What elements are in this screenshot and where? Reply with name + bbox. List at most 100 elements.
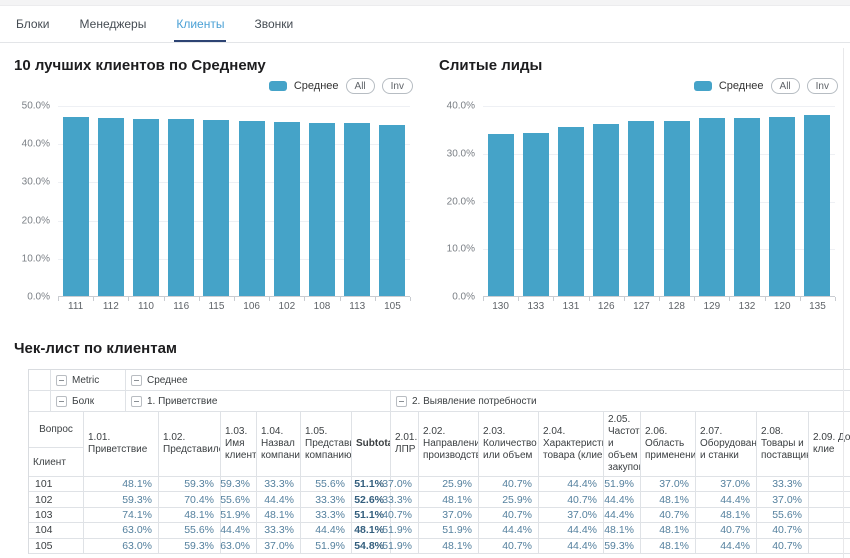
- tab-блоки[interactable]: Блоки: [16, 17, 50, 31]
- x-tick-mark: [163, 297, 165, 301]
- x-tick-mark: [374, 297, 376, 301]
- bar-131[interactable]: [558, 127, 584, 296]
- x-tick-mark: [234, 297, 235, 301]
- bar-133[interactable]: [522, 133, 549, 296]
- legend-button-inv[interactable]: Inv: [381, 78, 413, 94]
- checklist-section: Чек-лист по клиентам Metric Среднее Болк 1.…: [0, 340, 850, 554]
- x-tick-mark: [198, 297, 200, 301]
- bar-slot: [765, 116, 800, 296]
- bar-130[interactable]: [487, 133, 514, 296]
- bar-plot: 40.0% 30.0% 20.0% 10.0% 0.0%: [447, 101, 836, 303]
- x-category-label: 106: [243, 301, 260, 312]
- x-tick-mark: [729, 297, 731, 301]
- value-cell: 59.3%: [604, 538, 641, 554]
- bar-129[interactable]: [698, 118, 725, 296]
- bar-slot: [340, 123, 375, 296]
- gridline: [483, 153, 835, 155]
- collapse-icon[interactable]: [131, 374, 142, 386]
- bar-135[interactable]: [804, 115, 831, 296]
- value-cell: 54.8%: [352, 538, 391, 554]
- bar-128[interactable]: [663, 120, 690, 296]
- collapse-icon[interactable]: [131, 395, 142, 407]
- x-category-label: 110: [138, 301, 154, 312]
- x-category-label: 129: [703, 301, 721, 312]
- row-label-client: 103: [29, 507, 84, 524]
- axis-label-block: Болк: [51, 391, 126, 412]
- bar-127[interactable]: [628, 121, 655, 296]
- bar-105[interactable]: [379, 125, 406, 296]
- x-axis-labels: 111 112 110 116 115 106 102 108 113 105: [58, 301, 410, 312]
- gridline: [58, 144, 410, 146]
- bar-113[interactable]: [344, 123, 371, 296]
- value-cell: 40.7%: [641, 507, 696, 524]
- bar-slot: [128, 118, 163, 296]
- bar-slot: [58, 116, 93, 296]
- bar-102[interactable]: [273, 122, 300, 296]
- bar-slot: [93, 118, 128, 296]
- tab-клиенты[interactable]: Клиенты: [174, 6, 227, 42]
- bar-106[interactable]: [238, 121, 265, 296]
- bar-110[interactable]: [133, 118, 159, 296]
- chart-legend: Среднее All Inv: [425, 76, 850, 96]
- table-row: 102 59.3% 70.4% 55.6% 44.4% 33.3% 52.6% 33.3% 48…: [29, 492, 850, 508]
- value-cell: 59.3%: [84, 492, 159, 508]
- bar-126[interactable]: [593, 123, 620, 296]
- value-cell: 48.1%: [604, 523, 641, 539]
- scrollbar-track-line[interactable]: [843, 48, 844, 558]
- x-category-label: 135: [809, 301, 826, 312]
- group-label: 1. Приветствие: [147, 395, 218, 407]
- bar-116[interactable]: [168, 119, 195, 296]
- chart-top-clients: 10 лучших клиентов по Среднему Среднее A…: [0, 43, 425, 324]
- value-cell: 40.7%: [479, 477, 539, 493]
- legend-button-inv[interactable]: Inv: [806, 78, 838, 94]
- value-cell: 51.9%: [382, 523, 419, 539]
- bar-132[interactable]: [734, 117, 761, 296]
- value-cell: 44.4%: [479, 523, 539, 539]
- bar-120[interactable]: [769, 116, 796, 296]
- x-tick-mark: [835, 297, 836, 301]
- bar-108[interactable]: [309, 122, 336, 296]
- value-cell: 59.3%: [220, 477, 257, 493]
- row-label-client: 102: [29, 492, 84, 508]
- axis-label-client: Клиент: [33, 456, 66, 468]
- value-cell: 44.4%: [539, 523, 604, 539]
- bar-slot: [729, 117, 764, 296]
- x-category-label: 133: [527, 301, 545, 312]
- collapse-icon[interactable]: [56, 374, 67, 386]
- tab-менеджеры[interactable]: Менеджеры: [79, 17, 147, 31]
- value-cell: 63.0%: [220, 538, 257, 554]
- value-cell: 51.9%: [419, 523, 479, 539]
- value-cell: 55.6%: [301, 477, 352, 493]
- value-cell: 33.3%: [382, 492, 419, 508]
- legend-series-label: Среднее: [718, 80, 764, 92]
- x-tick-mark: [764, 297, 766, 301]
- x-tick-mark: [588, 297, 590, 301]
- collapse-icon[interactable]: [396, 395, 407, 407]
- value-cell: 40.7%: [757, 523, 809, 539]
- legend-button-all[interactable]: All: [345, 78, 375, 94]
- x-category-label: 108: [313, 301, 331, 312]
- legend-series-label: Среднее: [293, 80, 339, 92]
- bar-slot: [483, 133, 518, 296]
- value-cell: 55.6%: [220, 492, 257, 508]
- x-tick-mark: [304, 297, 306, 301]
- bar-slot: [624, 121, 659, 296]
- column-header: 2.06. Область применения: [641, 412, 696, 477]
- x-category-label: 131: [562, 301, 580, 312]
- legend-button-all[interactable]: All: [770, 78, 800, 94]
- x-tick-mark: [339, 297, 341, 301]
- bar-111[interactable]: [62, 116, 89, 296]
- bar-112[interactable]: [97, 118, 124, 296]
- tab-звонки[interactable]: Звонки: [254, 17, 294, 31]
- value-cell: 44.4%: [257, 492, 301, 508]
- x-tick-mark: [128, 297, 130, 301]
- value-cell: 51.1%: [352, 477, 391, 493]
- value-cell: 40.7%: [539, 492, 604, 508]
- chart-lost-leads: Слитые лиды Среднее All Inv 40.0% 30.0% 20…: [425, 43, 850, 324]
- collapse-icon[interactable]: [56, 395, 67, 407]
- table-row: 103 74.1% 48.1% 51.9% 48.1% 33.3% 51.1% 40.7% 37…: [29, 507, 850, 524]
- bar-115[interactable]: [203, 120, 230, 296]
- column-header: 2.01. ЛПР: [391, 412, 419, 477]
- chart-title: 10 лучших клиентов по Среднему: [14, 57, 266, 74]
- x-category-label: 111: [68, 301, 84, 312]
